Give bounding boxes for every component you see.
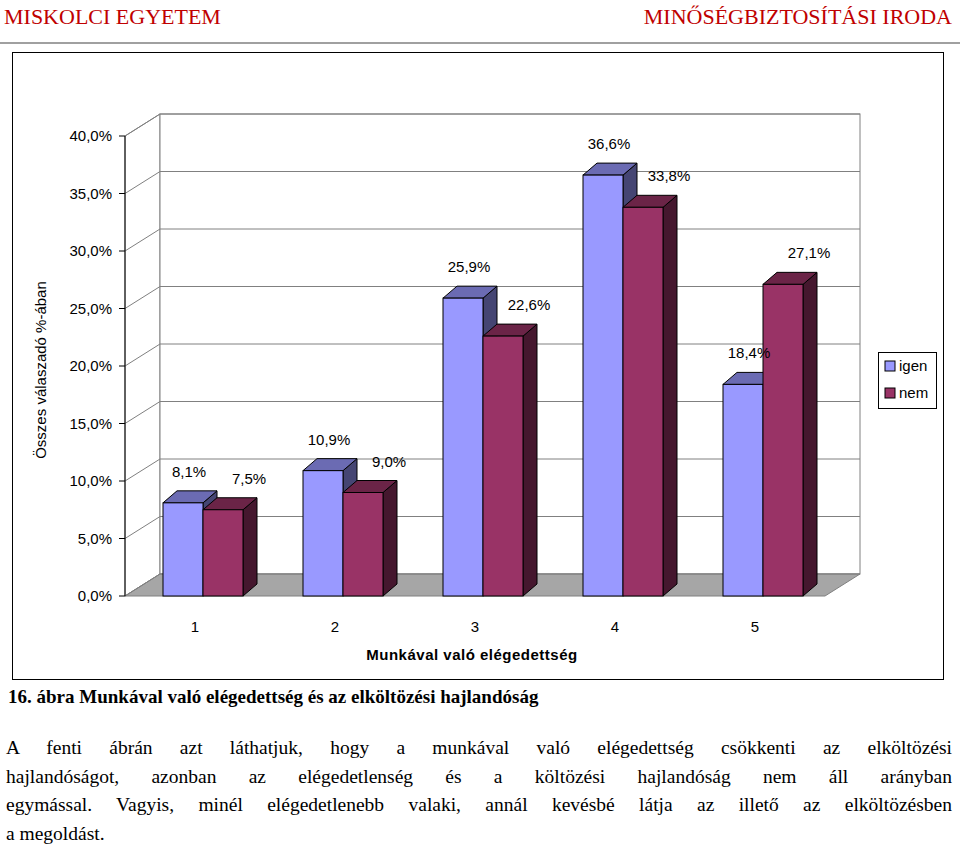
data-label: 36,6% — [588, 135, 631, 152]
bar — [343, 481, 397, 597]
bar-front — [723, 384, 763, 596]
x-tick-label: 3 — [471, 618, 479, 635]
bar-front — [483, 336, 523, 596]
bar-top — [443, 286, 497, 298]
paragraph-line: a megoldást. — [6, 822, 952, 846]
y-tick — [119, 308, 125, 309]
y-tick — [119, 538, 125, 539]
bar-top — [163, 491, 217, 503]
y-tick — [119, 193, 125, 194]
bar — [203, 498, 257, 596]
x-tick-label: 4 — [611, 618, 619, 635]
bar-top — [203, 498, 257, 510]
grid-line — [125, 114, 860, 136]
grid-line — [125, 172, 860, 194]
y-tick — [119, 596, 125, 597]
bar-side — [663, 195, 677, 596]
x-axis-label: Munkával való elégedettség — [366, 646, 577, 663]
y-tick — [119, 136, 125, 137]
bar-side — [383, 481, 397, 597]
y-tick-label: 20,0% — [69, 357, 112, 374]
grid-line — [125, 229, 860, 251]
bar-front — [343, 493, 383, 597]
header-right: MINŐSÉGBIZTOSÍTÁSI IRODA — [644, 4, 952, 30]
bar-front — [623, 207, 663, 596]
header-left: MISKOLCI EGYETEM — [4, 4, 221, 30]
bars — [163, 163, 817, 596]
y-tick — [119, 251, 125, 252]
data-label: 27,1% — [788, 244, 831, 261]
bar — [623, 195, 677, 596]
y-tick — [119, 423, 125, 424]
y-tick-label: 10,0% — [69, 472, 112, 489]
y-axis — [125, 136, 126, 596]
bar-top — [343, 481, 397, 493]
data-label: 7,5% — [232, 470, 266, 487]
data-label: 9,0% — [372, 453, 406, 470]
y-tick-label: 40,0% — [69, 127, 112, 144]
paragraph-line: hajlandóságot, azonban az elégedetlenség… — [6, 765, 952, 789]
data-label: 33,8% — [648, 167, 691, 184]
bar-top — [763, 272, 817, 284]
y-tick-label: 35,0% — [69, 185, 112, 202]
bar-side — [523, 324, 537, 596]
bar — [483, 324, 537, 596]
bar-top — [583, 163, 637, 175]
bar-front — [203, 510, 243, 596]
y-axis-label: Összes válaszadó %-ában — [32, 281, 49, 459]
data-label: 22,6% — [508, 296, 551, 313]
chart-frame — [13, 53, 944, 680]
y-tick — [119, 481, 125, 482]
legend-swatch — [885, 388, 895, 398]
data-label: 8,1% — [172, 463, 206, 480]
paragraph-line: A fenti ábrán azt láthatjuk, hogy a munk… — [6, 736, 952, 760]
data-label: 10,9% — [308, 431, 351, 448]
bar-front — [303, 471, 343, 596]
x-tick-label: 5 — [751, 618, 759, 635]
x-tick-label: 1 — [191, 618, 199, 635]
bar — [763, 272, 817, 596]
y-tick-label: 25,0% — [69, 300, 112, 317]
legend: igen nem — [879, 353, 937, 409]
y-tick-label: 30,0% — [69, 242, 112, 259]
bar-top — [623, 195, 677, 207]
bar-front — [763, 284, 803, 596]
bar-top — [483, 324, 537, 336]
caption: 16. ábra Munkával való elégedettség és a… — [8, 686, 538, 708]
bar-side — [803, 272, 817, 596]
page-svg: 0,0% 5,0% 10,0% 15,0% 20,0% 25,0% 30,0% 35,0% 40… — [0, 0, 960, 848]
legend-swatch — [885, 361, 895, 371]
legend-label: nem — [899, 384, 928, 401]
legend-box — [879, 353, 937, 409]
legend-label: igen — [899, 357, 927, 374]
header-rule — [0, 42, 960, 44]
paragraph-line: egymással. Vagyis, minél elégedetlenebb … — [6, 793, 952, 817]
data-label: 18,4% — [728, 344, 771, 361]
x-tick-label: 2 — [331, 618, 339, 635]
bar-top — [303, 459, 357, 471]
bar-side — [243, 498, 257, 596]
y-tick-label: 5,0% — [78, 530, 112, 547]
data-label: 25,9% — [448, 258, 491, 275]
y-tick-label: 15,0% — [69, 415, 112, 432]
y-tick — [119, 366, 125, 367]
bar-front — [583, 175, 623, 596]
data-labels: 8,1% 7,5% 10,9% 9,0% 25,9% 22,6% 36,6% 33,8% 18,… — [172, 135, 830, 487]
bar-front — [163, 503, 203, 596]
bar-front — [443, 298, 483, 596]
y-tick-label: 0,0% — [78, 587, 112, 604]
